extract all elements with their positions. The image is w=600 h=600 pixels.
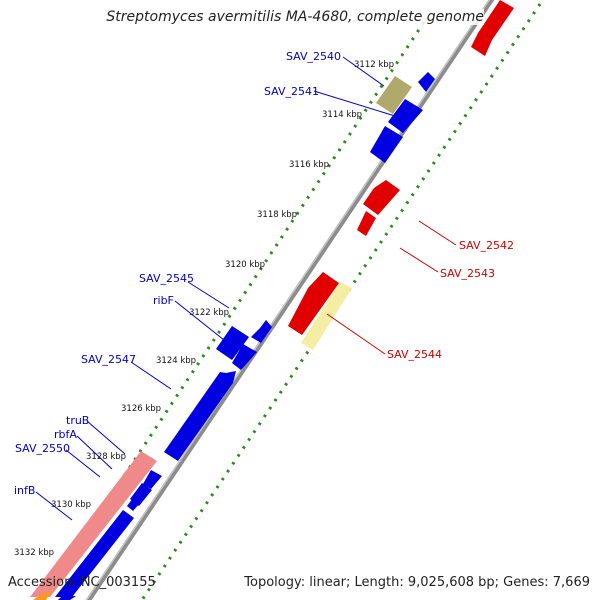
tick-rail-left <box>40 21 426 600</box>
leader-sav-2542 <box>418 220 457 246</box>
gene-sav-2545[interactable] <box>251 320 272 343</box>
gene-sav-2544-red[interactable] <box>288 272 339 335</box>
tick-label: 3126 kbp <box>121 404 161 414</box>
gene-sav-2540[interactable] <box>376 76 412 114</box>
leader-sav-2543 <box>399 247 439 273</box>
gene-label-sav-2547[interactable]: SAV_2547 <box>81 353 136 366</box>
leader-rbfa <box>76 435 113 470</box>
gene-label-rbfa[interactable]: rbfA <box>54 428 77 441</box>
gene-label-sav-2541[interactable]: SAV_2541 <box>264 85 319 98</box>
tick-label: 3130 kbp <box>51 500 91 510</box>
leader-sav-2550 <box>65 449 101 478</box>
gene-blue-bottom[interactable] <box>58 596 76 600</box>
gene-label-infb[interactable]: infB <box>14 484 35 497</box>
tick-label: 3122 kbp <box>189 308 229 318</box>
gene-label-trub[interactable]: truB <box>66 414 89 427</box>
gene-label-ribf[interactable]: ribF <box>153 294 174 307</box>
gene-sav-2541-c[interactable] <box>370 126 403 163</box>
tick-label: 3118 kbp <box>257 210 297 220</box>
leader-trub <box>86 420 126 455</box>
tick-label: 3132 kbp <box>14 548 54 558</box>
genome-summary-text: Topology: linear; Length: 9,025,608 bp; … <box>244 575 590 590</box>
gene-sav-2542-b[interactable] <box>357 211 376 236</box>
gene-label-sav-2543[interactable]: SAV_2543 <box>440 267 495 280</box>
tick-label: 3114 kbp <box>322 110 362 120</box>
accession-text: Accession: NC_003155 <box>8 575 156 590</box>
gene-sav-2547[interactable] <box>164 371 236 461</box>
leader-sav-2540 <box>342 56 385 87</box>
tick-label: 3112 kbp <box>354 60 394 70</box>
gene-label-sav-2544[interactable]: SAV_2544 <box>387 348 442 361</box>
gene-red-top[interactable] <box>471 0 514 56</box>
gene-trub-a[interactable] <box>143 470 162 489</box>
map-title: Streptomyces avermitilis MA-4680, comple… <box>106 9 484 25</box>
gene-sav-2541-b[interactable] <box>388 99 423 133</box>
gene-label-sav-2542[interactable]: SAV_2542 <box>459 239 514 252</box>
gene-trub-pink[interactable] <box>30 451 157 597</box>
gene-rbfa-small[interactable] <box>127 498 140 511</box>
gene-sav-2542-a[interactable] <box>363 180 400 215</box>
gene-label-sav-2545[interactable]: SAV_2545 <box>139 272 194 285</box>
leader-ribf <box>174 300 225 341</box>
tick-label: 3116 kbp <box>289 160 329 170</box>
leader-sav-2544 <box>326 313 386 355</box>
tick-label: 3120 kbp <box>225 260 265 270</box>
leader-sav-2541 <box>313 90 396 117</box>
tick-label: 3128 kbp <box>86 452 126 462</box>
leader-infb <box>35 491 73 521</box>
gene-ribf-b[interactable] <box>232 344 257 370</box>
gene-orange-bottom[interactable] <box>33 590 52 600</box>
gene-sav-2541-a[interactable] <box>418 72 435 92</box>
gene-infb[interactable] <box>55 510 134 597</box>
genome-backbone-highlight <box>85 0 491 600</box>
leader-sav-2545 <box>187 281 230 309</box>
genome-backbone <box>85 0 495 600</box>
gene-sav-2544[interactable] <box>301 282 352 350</box>
gene-ribf-a[interactable] <box>216 326 249 360</box>
leader-sav-2547 <box>130 361 172 390</box>
gene-label-sav-2550[interactable]: SAV_2550 <box>15 442 70 455</box>
gene-label-sav-2540[interactable]: SAV_2540 <box>286 50 341 63</box>
tick-label: 3124 kbp <box>156 356 196 366</box>
